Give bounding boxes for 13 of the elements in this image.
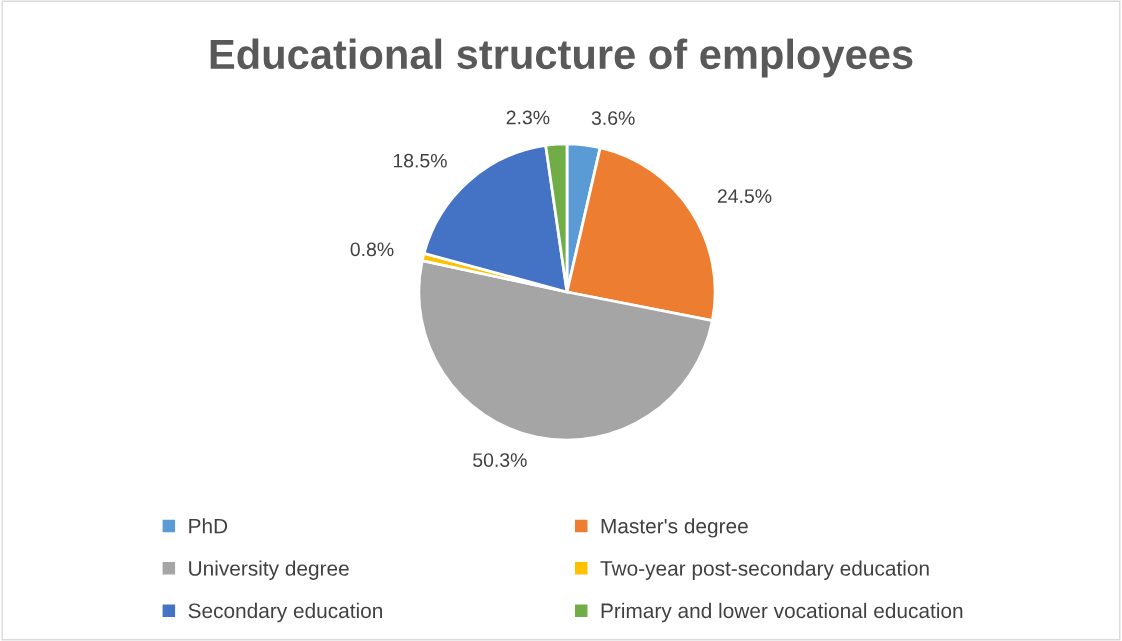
legend-label: Secondary education [188,602,382,623]
legend-label: University degree [189,560,349,580]
data-label: 50.3% [473,453,527,467]
legend-label: Master's degree [601,518,748,538]
legend-label: Primary and lower vocational education [601,602,963,623]
legend-label: Two-year post-secondary education [600,560,929,580]
data-label: 3.6% [591,111,635,125]
data-label: 18.5% [393,153,447,168]
chart-title: Educational structure of employees [210,38,913,78]
data-label: 2.3% [506,110,550,125]
legend-label: PhD [189,518,228,534]
data-label: 0.8% [350,242,394,257]
data-label: 24.5% [717,189,772,203]
